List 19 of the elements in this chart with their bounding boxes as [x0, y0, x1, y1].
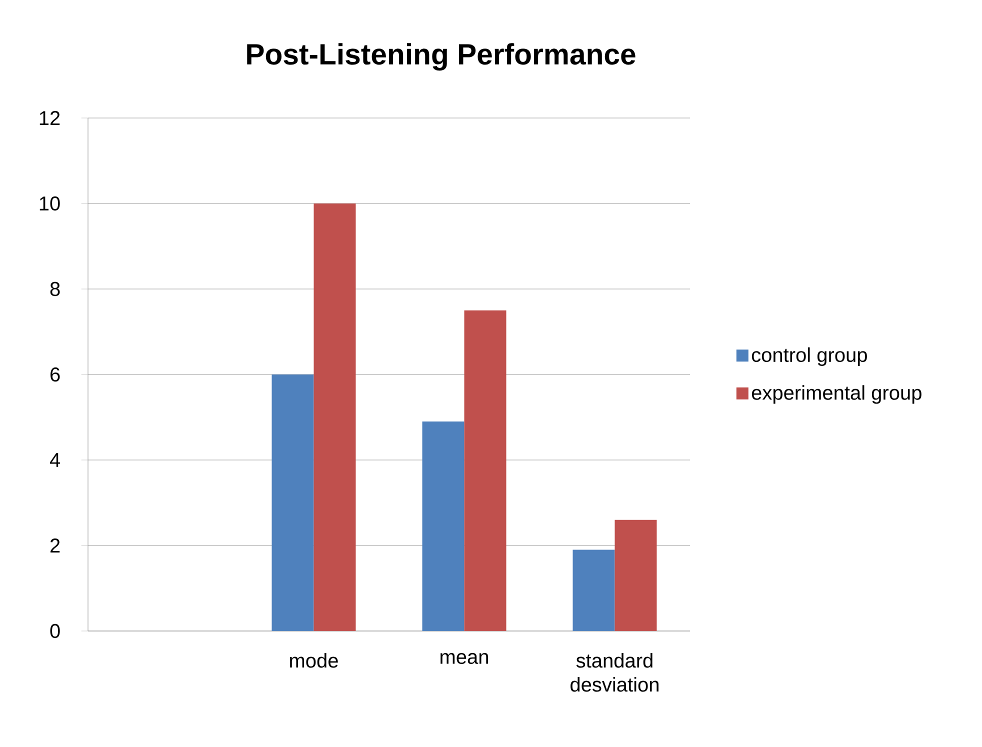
- y-tick-label: 6: [50, 367, 60, 382]
- y-tick-label: 12: [40, 111, 60, 125]
- legend-label: control group: [752, 347, 867, 366]
- bar: [464, 310, 506, 631]
- bar: [314, 204, 356, 631]
- bar: [272, 374, 314, 631]
- bar: [572, 550, 615, 631]
- x-tick-label: mode: [290, 653, 338, 668]
- bar: [614, 520, 657, 631]
- y-tick-label: 8: [50, 282, 60, 296]
- y-tick-label: 4: [50, 453, 60, 467]
- y-tick-label: 2: [50, 538, 60, 552]
- bar: [422, 422, 464, 631]
- y-tick-label: 0: [50, 624, 60, 638]
- legend-label: experimental group: [752, 385, 922, 404]
- x-tick-label: mean: [440, 653, 488, 664]
- x-tick-label: standard desviation: [570, 653, 658, 692]
- y-tick-label: 10: [40, 196, 60, 211]
- chart-title: Post-Listening Performance: [247, 43, 636, 71]
